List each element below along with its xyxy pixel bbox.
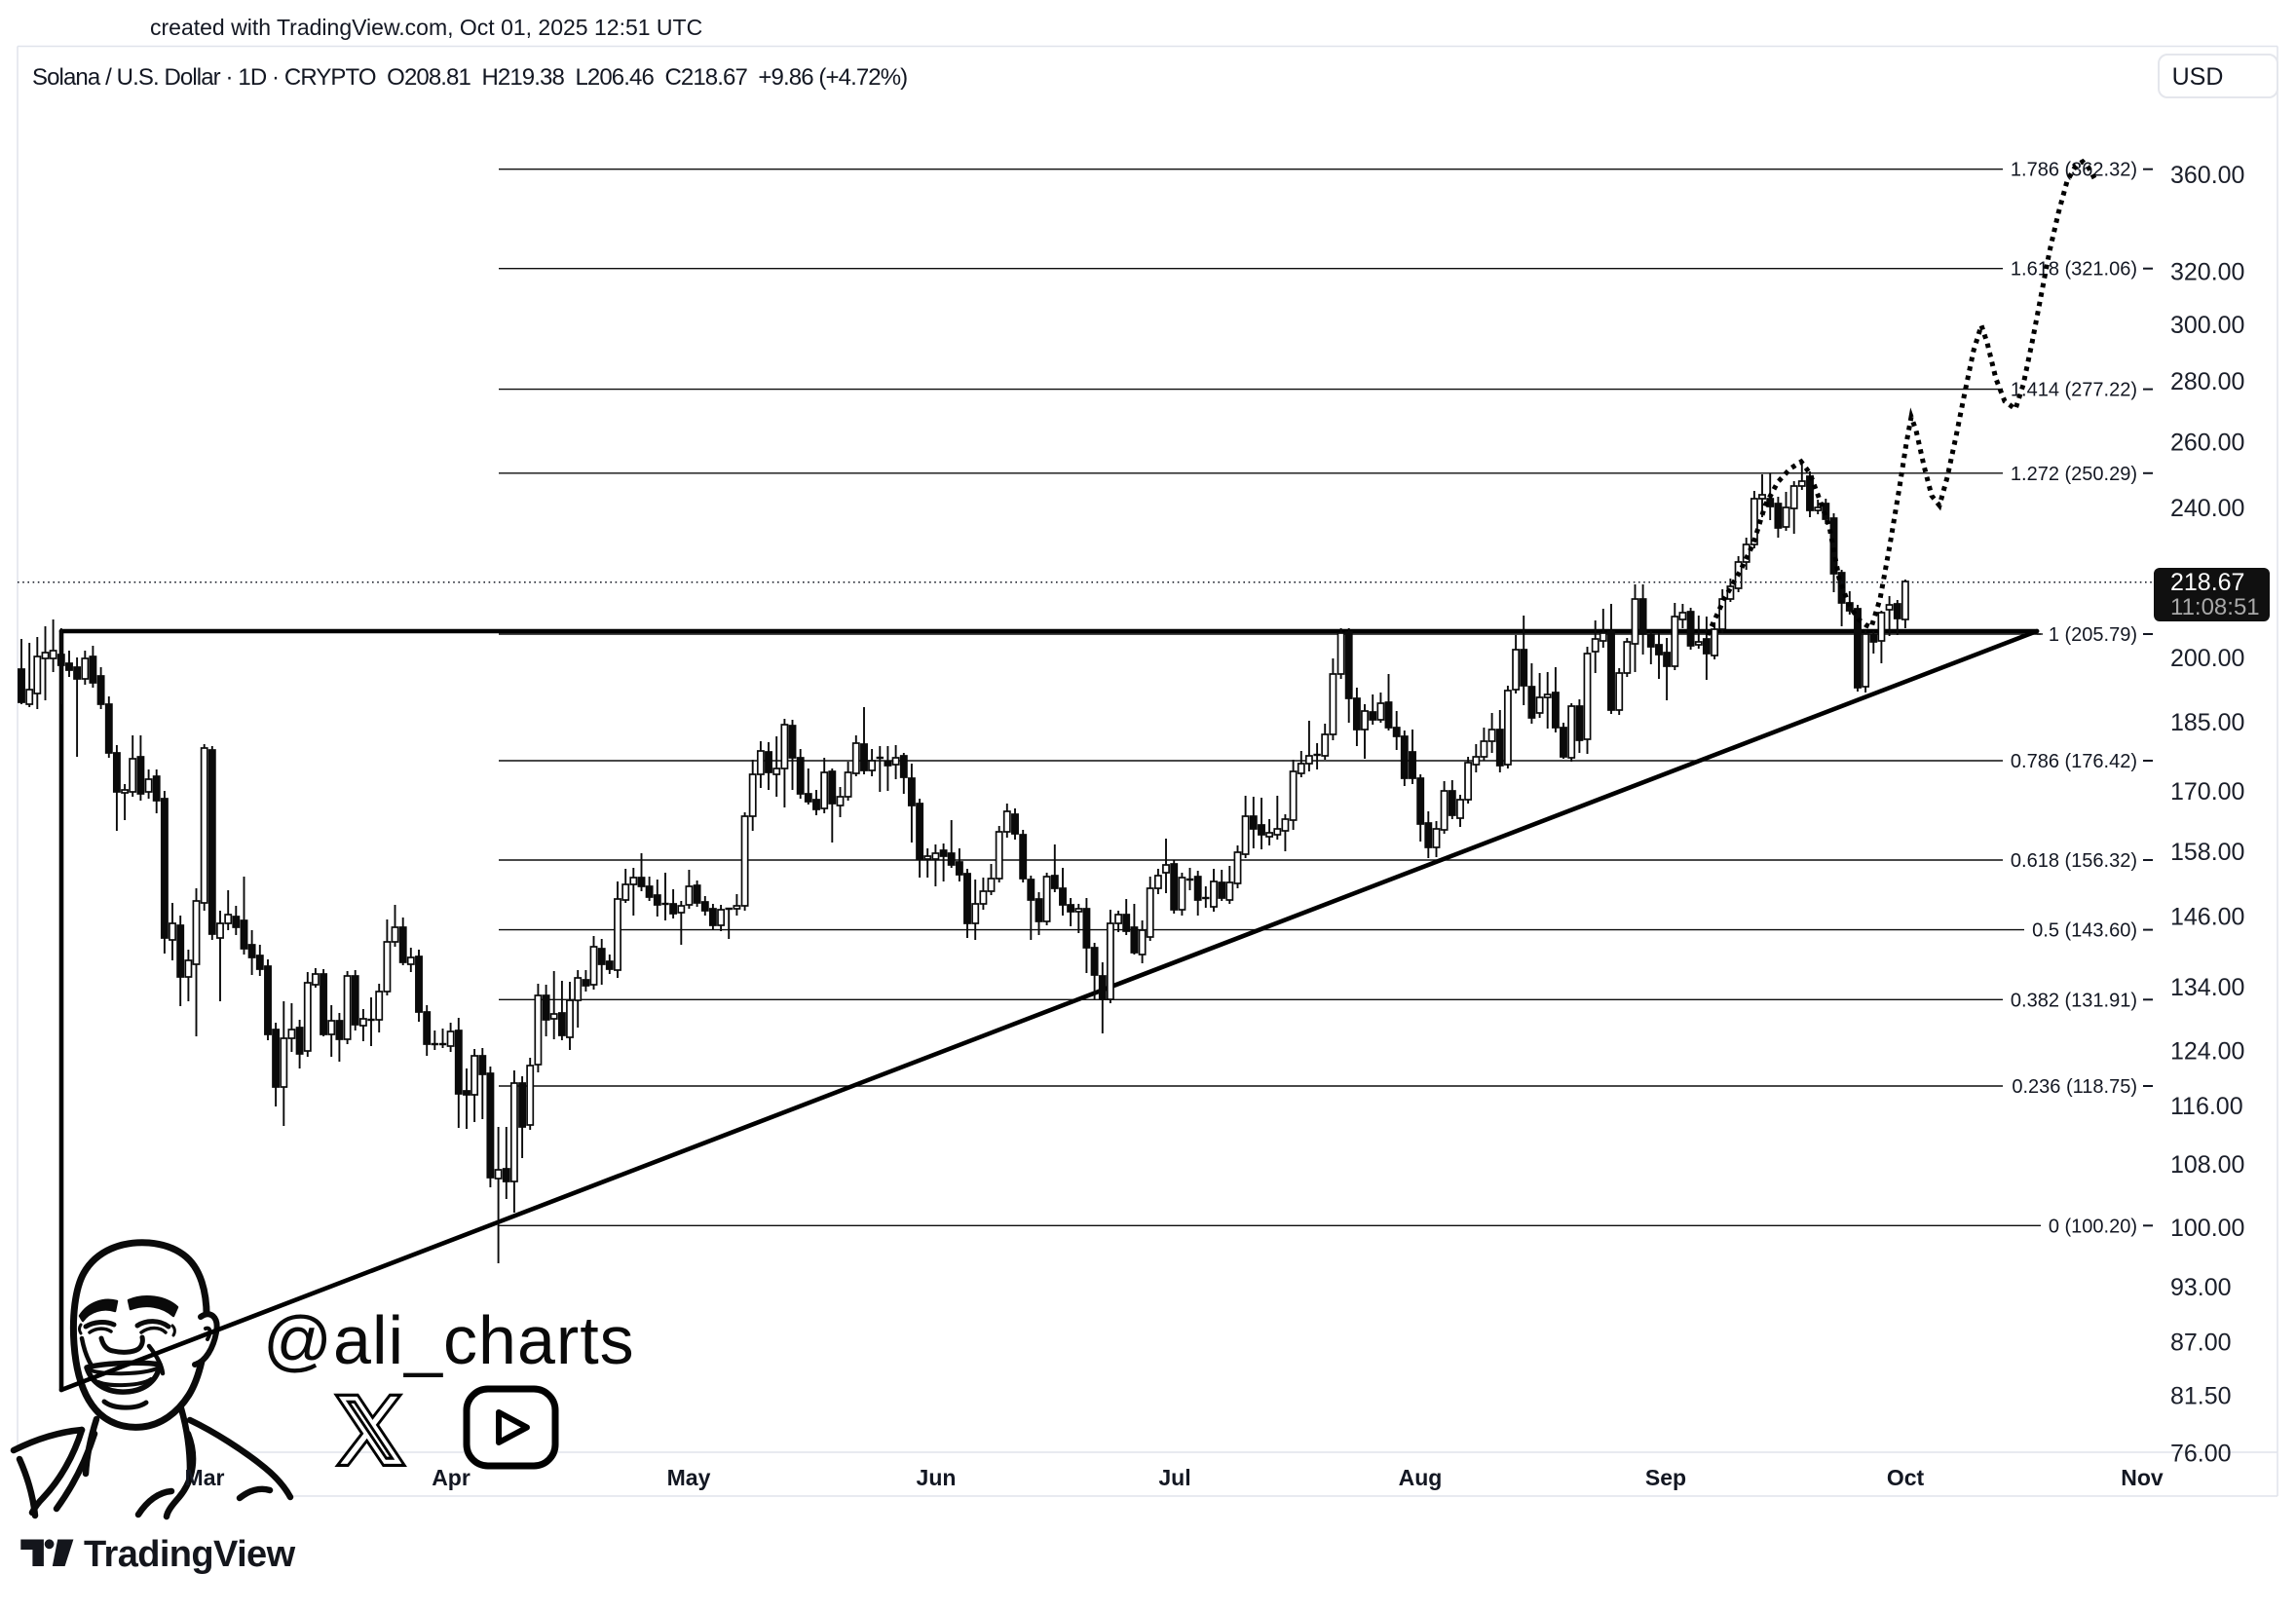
svg-text:Mar: Mar xyxy=(185,1465,225,1490)
svg-text:158.00: 158.00 xyxy=(2170,839,2244,866)
svg-text:134.00: 134.00 xyxy=(2170,974,2244,1001)
svg-text:11:08:51: 11:08:51 xyxy=(2170,594,2260,620)
svg-text:1.414 (277.22): 1.414 (277.22) xyxy=(2011,380,2137,401)
svg-text:200.00: 200.00 xyxy=(2170,645,2244,672)
svg-text:@ali_charts: @ali_charts xyxy=(263,1302,635,1378)
svg-text:1 (205.79): 1 (205.79) xyxy=(2049,624,2137,646)
svg-text:93.00: 93.00 xyxy=(2170,1274,2232,1301)
svg-text:0.236 (118.75): 0.236 (118.75) xyxy=(2012,1076,2137,1098)
svg-text:1.786 (362.32): 1.786 (362.32) xyxy=(2011,160,2137,181)
svg-text:0.382 (131.91): 0.382 (131.91) xyxy=(2011,990,2137,1011)
svg-text:108.00: 108.00 xyxy=(2170,1151,2244,1179)
svg-text:Apr: Apr xyxy=(432,1465,470,1490)
svg-text:87.00: 87.00 xyxy=(2170,1330,2232,1357)
svg-text:0.618 (156.32): 0.618 (156.32) xyxy=(2011,850,2137,872)
svg-text:Oct: Oct xyxy=(1887,1465,1925,1490)
svg-text:created with TradingView.com,: created with TradingView.com, Oct 01, 20… xyxy=(150,15,702,40)
svg-text:170.00: 170.00 xyxy=(2170,778,2244,806)
svg-text:81.50: 81.50 xyxy=(2170,1383,2232,1410)
svg-text:218.67: 218.67 xyxy=(2170,569,2244,596)
svg-text:260.00: 260.00 xyxy=(2170,430,2244,457)
svg-text:Aug: Aug xyxy=(1399,1465,1443,1490)
svg-text:0.5 (143.60): 0.5 (143.60) xyxy=(2032,920,2137,942)
svg-text:Nov: Nov xyxy=(2121,1465,2164,1490)
svg-text:116.00: 116.00 xyxy=(2170,1093,2243,1120)
svg-text:146.00: 146.00 xyxy=(2170,904,2244,931)
svg-text:240.00: 240.00 xyxy=(2170,495,2244,522)
svg-text:185.00: 185.00 xyxy=(2170,709,2244,736)
svg-text:360.00: 360.00 xyxy=(2170,162,2244,189)
svg-text:76.00: 76.00 xyxy=(2170,1441,2232,1468)
svg-text:124.00: 124.00 xyxy=(2170,1038,2244,1066)
svg-text:300.00: 300.00 xyxy=(2170,312,2244,339)
svg-text:1.618 (321.06): 1.618 (321.06) xyxy=(2011,259,2137,281)
svg-text:Jul: Jul xyxy=(1158,1465,1190,1490)
svg-text:280.00: 280.00 xyxy=(2170,368,2244,395)
svg-text:USD: USD xyxy=(2172,63,2224,91)
svg-text:0 (100.20): 0 (100.20) xyxy=(2049,1216,2137,1237)
svg-text:320.00: 320.00 xyxy=(2170,259,2244,286)
svg-text:Solana / U.S. Dollar · 1D · CR: Solana / U.S. Dollar · 1D · CRYPTO O208.… xyxy=(32,64,907,91)
svg-text:100.00: 100.00 xyxy=(2170,1215,2244,1242)
svg-text:May: May xyxy=(667,1465,711,1490)
svg-text:0.786 (176.42): 0.786 (176.42) xyxy=(2011,751,2137,772)
svg-text:Sep: Sep xyxy=(1645,1465,1686,1490)
svg-text:1.272 (250.29): 1.272 (250.29) xyxy=(2011,464,2137,485)
svg-text:TradingView: TradingView xyxy=(84,1534,296,1575)
svg-text:Jun: Jun xyxy=(917,1465,957,1490)
